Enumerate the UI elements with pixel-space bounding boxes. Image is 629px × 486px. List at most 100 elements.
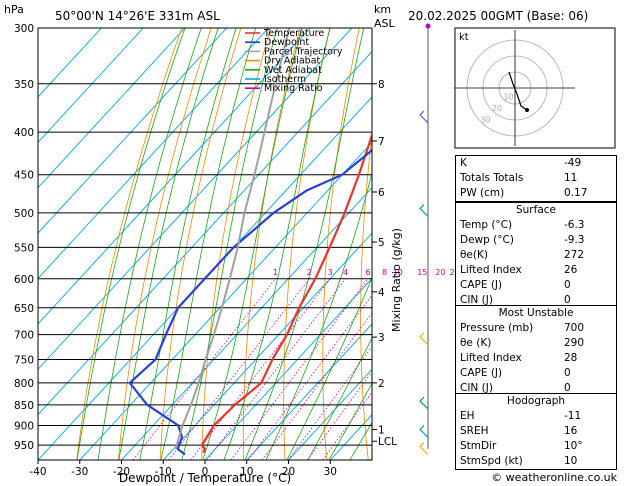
- legend-label: Isotherm: [264, 74, 306, 85]
- wet-adiabat-line: [307, 337, 372, 460]
- mixing-ratio-label: 20: [435, 268, 445, 277]
- legend-label: Wet Adiabat: [264, 65, 322, 76]
- surface-cape: CAPE (J) 0: [460, 279, 571, 291]
- temperature-tick-label: -30: [71, 466, 88, 478]
- altitude-tick-label: 5: [378, 237, 385, 249]
- hodo-eh: EH -11: [460, 410, 582, 422]
- temperature-tick-label: 10: [240, 466, 253, 478]
- pressure-tick-label: 450: [14, 170, 34, 182]
- x-axis-title: Dewpoint / Temperature (°C): [119, 471, 291, 485]
- index-k: K -49: [460, 157, 582, 169]
- temperature-tick-label: 30: [324, 466, 337, 478]
- wet-adiabat-line: [328, 382, 372, 460]
- altitude-tick-label: 8: [378, 79, 385, 91]
- mixing-ratio-label: 6: [365, 268, 370, 277]
- wind-barb: [419, 396, 429, 410]
- mixing-ratio-label: 10: [393, 268, 403, 277]
- surface-title: Surface: [515, 204, 556, 216]
- temperature-tick-label: -20: [113, 466, 130, 478]
- series-line-temperature: [200, 131, 372, 453]
- legend-label: Dewpoint: [264, 37, 309, 48]
- isotherm-line: [121, 187, 372, 460]
- altitude-tick-label: LCL: [378, 436, 397, 448]
- surface-table: Surface Temp (°C) -6.3 Dewp (°C) -9.3 θe(K…: [455, 202, 617, 309]
- pressure-tick-label: 500: [14, 208, 34, 220]
- mixing-ratio-line: [230, 278, 369, 460]
- pressure-tick-label: 800: [14, 378, 34, 390]
- surface-thetae: θe(K) 272: [460, 249, 585, 261]
- location-label: 50°00'N 14°26'E 331m ASL: [55, 9, 220, 23]
- mu-cin: CIN (J) 0: [460, 382, 571, 394]
- temperature-tick-label: -40: [29, 466, 46, 478]
- wet-adiabat-line: [76, 28, 186, 460]
- pressure-tick-label: 700: [14, 330, 34, 342]
- dry-adiabat-line: [76, 28, 183, 460]
- mu-cape: CAPE (J) 0: [460, 367, 571, 379]
- most-unstable-title: Most Unstable: [498, 307, 574, 319]
- wind-barb: [419, 424, 429, 438]
- pressure-tick-label: 400: [14, 127, 34, 139]
- mu-pressure: Pressure (mb) 700: [460, 322, 585, 334]
- pressure-tick-label: 900: [14, 421, 34, 433]
- temperature-tick-label: 20: [282, 466, 295, 478]
- index-totals-totals: Totals Totals 11: [460, 172, 578, 184]
- surface-cin: CIN (J) 0: [460, 294, 571, 306]
- asl-unit-label: ASL: [374, 17, 396, 30]
- altitude-tick-label: 2: [378, 378, 385, 390]
- hodograph-ring-label: 20: [492, 104, 502, 113]
- wet-adiabat-line: [181, 28, 278, 460]
- mixing-ratio-line: [322, 391, 372, 460]
- isotherm-line: [204, 277, 372, 460]
- hodograph-ring-label: 10: [503, 93, 513, 102]
- altitude-tick-label: 3: [378, 332, 385, 344]
- mixing-ratio-label: 3: [328, 268, 333, 277]
- hodo-stmdir: StmDir 10°: [460, 440, 583, 452]
- isotherm-line: [38, 28, 186, 189]
- temperature-tick-label: 0: [202, 466, 209, 478]
- index-pw: PW (cm) 0.17: [460, 187, 588, 199]
- profile-lines: [128, 28, 372, 456]
- mixing-ratio-line: [168, 278, 310, 460]
- pressure-tick-label: 650: [14, 303, 34, 315]
- hodo-sreh: SREH 16: [460, 425, 578, 437]
- hodograph-trace: [508, 71, 528, 111]
- wind-barb: [419, 203, 429, 217]
- dry-adiabat-line: [118, 28, 212, 460]
- indices-table: K -49 Totals Totals 11 PW (cm) 0.17: [455, 155, 617, 202]
- datetime-label: 20.02.2025 00GMT (Base: 06): [408, 9, 588, 23]
- wind-barb: [419, 442, 429, 455]
- surface-temp: Temp (°C) -6.3: [460, 219, 585, 231]
- mixing-ratio-label: 8: [382, 268, 387, 277]
- series-line-parcel-trajectory: [174, 28, 291, 450]
- pressure-tick-label: 950: [14, 440, 34, 452]
- mixing-ratio-label: 15: [417, 268, 427, 277]
- most-unstable-table: Most Unstable Pressure (mb) 700 θe (K) 290…: [455, 305, 617, 397]
- temperature-tick-label: -10: [155, 466, 172, 478]
- dry-adiabat-lines: [76, 28, 452, 460]
- mixing-ratio-line: [287, 345, 372, 460]
- dry-adiabat-line: [322, 28, 360, 460]
- mixing-ratio-lines: [132, 278, 372, 460]
- pressure-tick-label: 550: [14, 242, 34, 254]
- isotherm-line: [162, 232, 372, 460]
- mixing-ratio-line: [261, 312, 372, 460]
- pressure-tick-label: 850: [14, 400, 34, 412]
- wet-adiabat-line: [97, 28, 202, 460]
- isotherm-line: [288, 368, 372, 460]
- isotherm-line: [246, 323, 372, 460]
- mixing-ratio-labels: 1 2 3 4 6 8 10 15 20 25: [273, 268, 460, 277]
- credit-label: © weatheronline.co.uk: [491, 471, 617, 484]
- dry-adiabat-line: [433, 28, 452, 460]
- mixing-ratio-label: 1: [273, 268, 278, 277]
- legend-label: Dry Adiabat: [264, 56, 321, 67]
- temperature-ticks: -40 -30 -20 -10 0 10 20 30: [29, 460, 337, 478]
- pressure-tick-label: 750: [14, 355, 34, 367]
- hodograph-storm-marker: [525, 108, 529, 112]
- altitude-tick-label: 4: [378, 287, 385, 299]
- pressure-tick-label: 300: [14, 23, 34, 35]
- isotherm-line: [38, 50, 372, 416]
